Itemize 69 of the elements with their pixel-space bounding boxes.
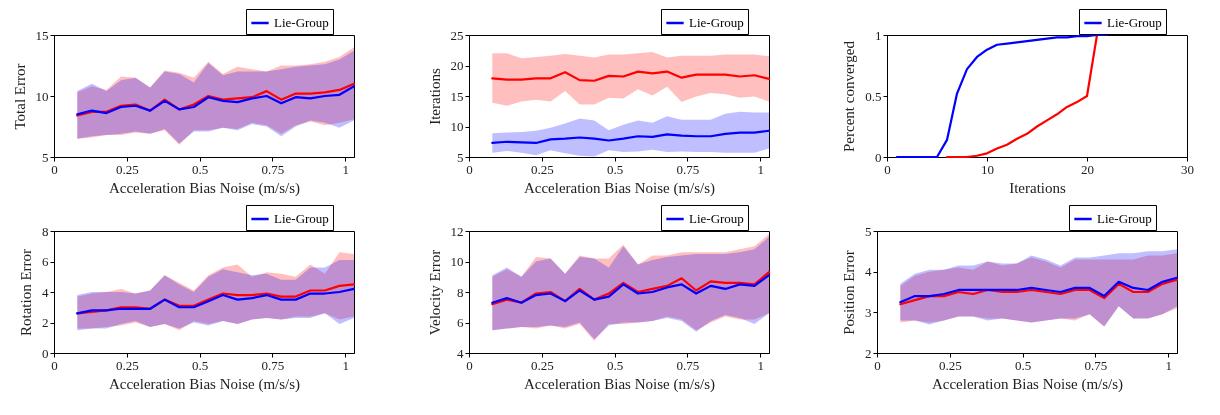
x-tick-label: 0.75	[676, 161, 700, 177]
y-tick-label: 6	[457, 315, 464, 330]
y-tick-label: 10	[35, 88, 49, 104]
x-tick-label: 1	[342, 161, 350, 177]
x-tick-label: 20	[1081, 161, 1094, 177]
y-tick-label: 0	[42, 345, 49, 361]
x-tick-label: 0.5	[607, 357, 624, 373]
x-axis-title: Iterations	[1009, 179, 1066, 196]
y-tick-label: 1	[875, 27, 882, 43]
legend-label: Lie-Group	[1097, 211, 1152, 226]
legend-label: Lie-Group	[689, 15, 744, 30]
x-tick-label: 0.75	[261, 161, 285, 177]
y-axis-title: Percent converged	[841, 40, 858, 152]
y-tick-label: 8	[42, 223, 49, 239]
y-tick-label: 4	[457, 345, 464, 361]
y-tick-label: 5	[865, 223, 872, 239]
y-axis-title: Iterations	[426, 68, 443, 125]
x-tick-label: 0.5	[1015, 357, 1032, 373]
y-tick-label: 20	[450, 58, 464, 73]
x-tick-label: 0.25	[115, 161, 139, 177]
x-axis-title: Acceleration Bias Noise (m/s/s)	[523, 375, 716, 393]
x-tick-label: 0.5	[192, 357, 209, 373]
line-series	[895, 33, 1109, 159]
x-axis-title: Acceleration Bias Noise (m/s/s)	[108, 375, 301, 393]
y-tick-label: 12	[450, 223, 464, 239]
y-tick-label: 3	[865, 304, 872, 320]
x-axis-title: Acceleration Bias Noise (m/s/s)	[523, 179, 716, 197]
x-tick-label: 0.5	[607, 161, 624, 177]
y-axis-title: Position Error	[841, 250, 857, 335]
y-tick-label: 10	[450, 119, 464, 134]
line-series	[491, 129, 771, 145]
x-tick-label: 1	[757, 161, 765, 177]
x-tick-label: 0.75	[676, 357, 700, 373]
y-tick-label: 15	[450, 88, 464, 104]
y-axis-title: Velocity Error	[426, 249, 443, 336]
legend-label: Lie-Group	[274, 211, 329, 226]
y-tick-label: 4	[42, 284, 49, 300]
y-tick-label: 0	[875, 149, 882, 165]
line-series	[491, 70, 771, 82]
y-axis-title: Rotation Error	[18, 248, 34, 337]
y-tick-label: 10	[450, 254, 464, 269]
y-tick-label: 15	[35, 27, 49, 43]
y-tick-label: 6	[42, 254, 49, 269]
x-tick-label: 1	[1165, 357, 1173, 373]
x-tick-label: 0.75	[261, 357, 285, 373]
x-tick-label: 1	[342, 357, 350, 373]
y-tick-label: 5	[42, 149, 49, 165]
x-tick-label: 0.25	[530, 357, 554, 373]
y-axis-title: Total Error	[11, 63, 28, 130]
x-tick-label: 10	[981, 161, 994, 177]
x-tick-label: 0.25	[530, 161, 554, 177]
legend-label: Lie-Group	[689, 211, 744, 226]
y-tick-label: 2	[865, 345, 872, 361]
x-axis-title: Acceleration Bias Noise (m/s/s)	[108, 179, 301, 197]
y-tick-label: 2	[42, 315, 49, 330]
y-tick-label: 5	[457, 149, 464, 165]
y-tick-label: 4	[865, 264, 872, 280]
x-tick-label: 0.75	[1084, 357, 1108, 373]
x-tick-label: 1	[757, 357, 765, 373]
x-axis-title: Acceleration Bias Noise (m/s/s)	[931, 375, 1124, 393]
x-tick-label: 0.5	[192, 161, 209, 177]
y-tick-label: 0.5	[865, 88, 882, 104]
y-tick-label: 8	[457, 284, 464, 300]
x-tick-label: 30	[1181, 161, 1194, 177]
x-tick-label: 0.25	[938, 357, 962, 373]
legend-label: Lie-Group	[274, 15, 329, 30]
legend-label: Lie-Group	[1107, 15, 1162, 30]
y-tick-label: 25	[450, 27, 464, 43]
x-tick-label: 0.25	[115, 357, 139, 373]
